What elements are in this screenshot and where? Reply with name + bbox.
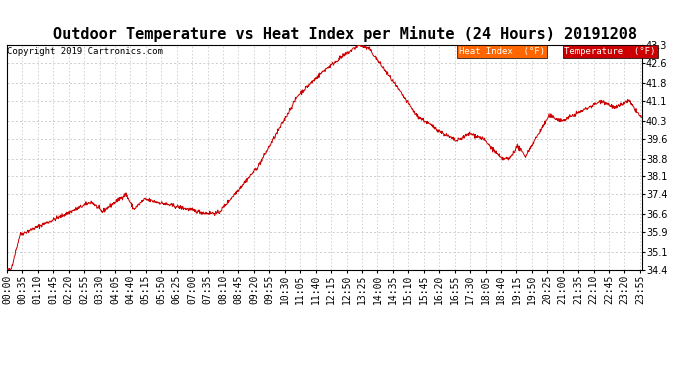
Text: Temperature  (°F): Temperature (°F) — [564, 47, 656, 56]
Text: Outdoor Temperature vs Heat Index per Minute (24 Hours) 20191208: Outdoor Temperature vs Heat Index per Mi… — [53, 26, 637, 42]
Text: Copyright 2019 Cartronics.com: Copyright 2019 Cartronics.com — [7, 47, 163, 56]
Text: Heat Index  (°F): Heat Index (°F) — [459, 47, 545, 56]
